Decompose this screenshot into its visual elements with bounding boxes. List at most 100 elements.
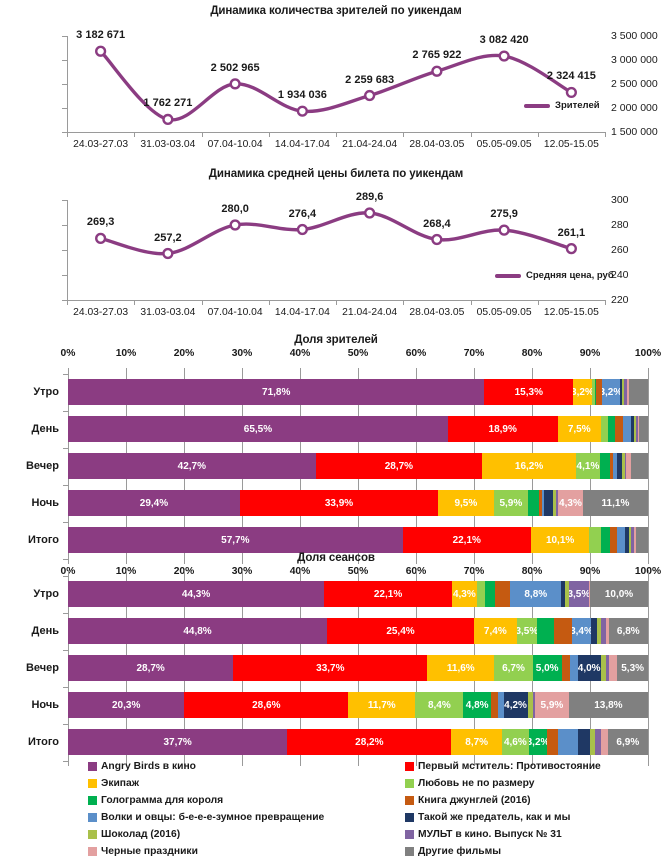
x-axis-tick — [605, 132, 606, 137]
legend-item: Другие фильмы — [405, 846, 501, 857]
legend-item: Голограмма для короля — [88, 795, 223, 806]
bar-segment — [605, 618, 609, 644]
bar-segment-label: 44,3% — [181, 588, 211, 600]
axis-stub — [63, 485, 68, 486]
bar-segment-label: 33,9% — [324, 497, 354, 509]
bar-row: 42,7% 28,7% 16,2% 4,1% — [68, 453, 648, 479]
series-line — [95, 45, 577, 126]
data-point — [296, 223, 308, 236]
legend-item-label: Angry Birds в кино — [101, 761, 196, 772]
bar-segment: 5,0% — [532, 655, 562, 681]
bar-segment — [629, 527, 632, 553]
bar-segment-label: 4,2% — [504, 699, 527, 711]
bar-segment — [547, 729, 559, 755]
bar-segment: 28,7% — [68, 655, 234, 681]
data-point — [498, 50, 510, 62]
legend-color-swatch — [405, 813, 414, 822]
bar-segment-label: 8,4% — [427, 699, 451, 711]
bar-segment: 11,1% — [583, 490, 648, 516]
bar-segment-label: 4,1% — [576, 460, 600, 472]
bar-segment — [490, 692, 498, 718]
bar-segment — [634, 527, 636, 553]
legend-item: Любовь не по размеру — [405, 778, 534, 789]
bar-segment: 33,9% — [239, 490, 439, 516]
axis-stub — [63, 576, 68, 577]
bar-segment-label: 28,7% — [384, 460, 414, 472]
bar-segment: 22,1% — [324, 581, 452, 607]
bar-segment: 4,3% — [451, 581, 477, 607]
bar-segment: 6,9% — [607, 729, 648, 755]
data-point-label: 2 259 683 — [345, 73, 395, 86]
data-point-label: 257,2 — [154, 231, 182, 244]
bar-row-label: День — [31, 625, 60, 637]
bar-segment — [578, 729, 591, 755]
y-axis-label: 240 — [611, 269, 629, 281]
bar-segment — [597, 618, 601, 644]
data-point — [498, 224, 510, 236]
bar-segment: 9,5% — [438, 490, 494, 516]
legend-item: Такой же предатель, как и мы — [405, 812, 570, 823]
bar-segment — [561, 581, 566, 607]
axis-stub — [63, 761, 68, 762]
bar-segment-label: 11,6% — [446, 662, 475, 674]
bar-row-label: Ночь — [31, 699, 59, 711]
y-axis-line — [67, 200, 68, 300]
bar-segment: 71,8% — [68, 379, 485, 405]
bar-segment: 44,3% — [68, 581, 325, 607]
legend-item-label: Голограмма для короля — [101, 795, 224, 806]
chart-title-viewers: Динамика количества зрителей по уикендам — [210, 5, 462, 17]
bar-segment: 29,4% — [68, 490, 240, 516]
x-axis-category-label: 07.04-10.04 — [207, 139, 263, 150]
bar-segment-label: 15,3% — [514, 386, 543, 398]
bar-segment-label: 37,7% — [163, 736, 192, 748]
x-axis-tick — [537, 300, 539, 305]
bar-segment — [590, 729, 595, 755]
bar-segment-label: 5,0% — [535, 662, 559, 674]
x-axis-category-label: 24.03-27.03 — [73, 307, 129, 318]
bar-segment: 4,3% — [557, 490, 584, 516]
y-axis-tick — [62, 275, 67, 276]
bar-row-label: Вечер — [25, 460, 59, 472]
legend-color-swatch — [405, 830, 414, 839]
bar-row-label: Итого — [27, 534, 59, 546]
bar-segment-label: 5,9% — [540, 699, 564, 711]
y-axis-tick — [62, 200, 67, 201]
axis-stub — [63, 522, 68, 523]
legend-color-swatch — [405, 762, 414, 771]
bar-segment — [599, 453, 611, 479]
legend-item-label: Такой же предатель, как и мы — [418, 812, 571, 823]
bar-segment — [623, 416, 632, 442]
bar-segment-label: 28,6% — [252, 699, 281, 711]
bar-segment — [631, 416, 635, 442]
legend-color-swatch — [405, 796, 414, 805]
bar-segment-label: 3,2% — [528, 736, 548, 748]
bar-row: 71,8% 15,3% 3,2% 3,2% — [68, 379, 648, 405]
bar-segment-label: 10,0% — [604, 588, 634, 600]
x-axis-tick-label: 80% — [521, 348, 543, 359]
x-axis-tick — [201, 132, 203, 137]
x-axis-tick-label: 30% — [231, 348, 253, 359]
viewers-share-chart: Доля зрителей 0% 10% 20% 30% 40% 50% 60% 70% 80%… — [0, 334, 672, 564]
bar-segment — [608, 655, 618, 681]
x-axis-category-label: 21.04-24.04 — [342, 307, 398, 318]
data-point-label: 1 762 271 — [143, 97, 193, 110]
bar-segment — [620, 379, 622, 405]
y-axis-tick — [62, 250, 67, 251]
x-axis-tick — [134, 300, 136, 305]
data-point-label: 2 324 415 — [546, 70, 596, 83]
bar-segment-label: 65,5% — [243, 423, 273, 435]
bar-segment-label: 57,7% — [221, 534, 250, 546]
legend-item: Экипаж — [88, 778, 139, 789]
bar-segment-label: 5,9% — [499, 497, 523, 509]
bar-segment: 15,3% — [484, 379, 574, 405]
legend-label: Средняя цена, руб — [526, 270, 614, 281]
bar-row: 29,4% 33,9% 9,5% 5,9% 4,3% 11,1% — [68, 490, 648, 516]
legend-color-swatch — [88, 779, 97, 788]
bar-segment: 3,4% — [571, 618, 592, 644]
y-axis-label: 220 — [611, 294, 629, 306]
bar-segment — [554, 618, 572, 644]
bar-segment-label: 4,3% — [452, 588, 476, 600]
bar-segment — [631, 527, 634, 553]
data-point — [95, 45, 107, 57]
viewers-plot-area: 1 500 000 2 000 000 2 500 000 3 000 000 3 50… — [0, 24, 672, 154]
